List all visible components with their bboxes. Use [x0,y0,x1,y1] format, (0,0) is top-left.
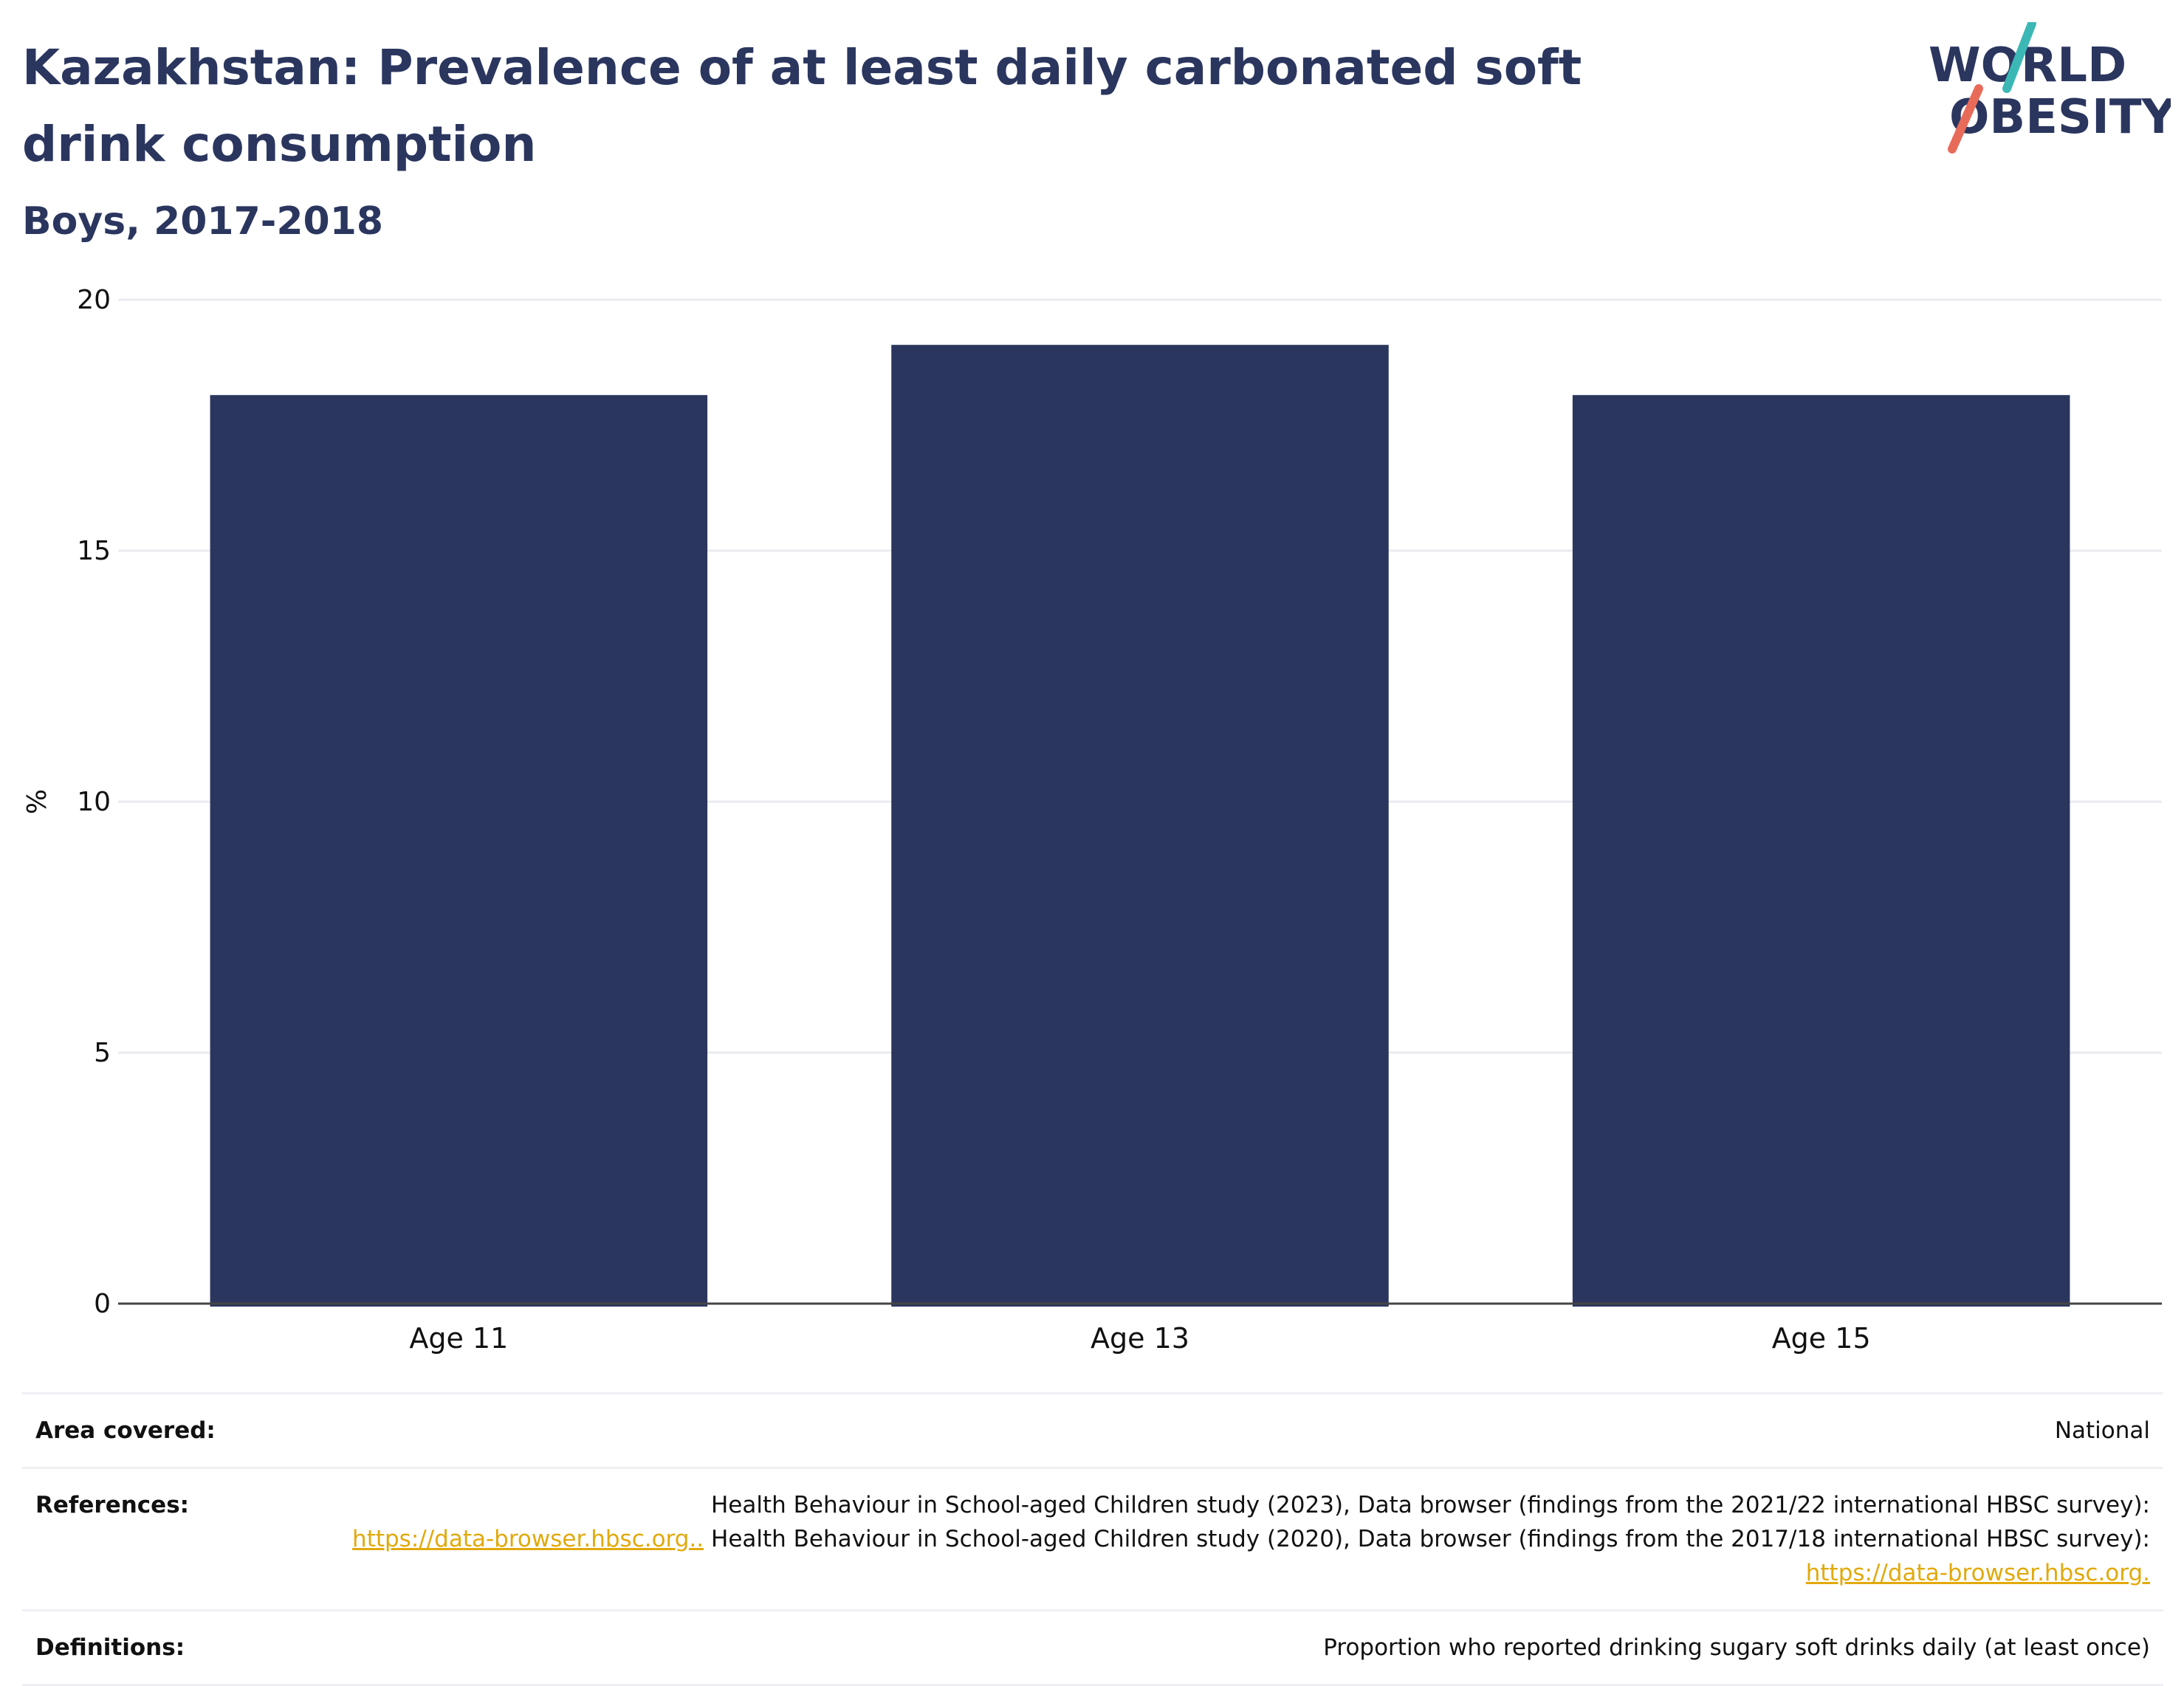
x-tick-label: Age 15 [1772,1322,1871,1355]
world-obesity-logo: WORLD OBESITY [1929,22,2171,154]
bar-age-11 [210,395,708,1307]
logo-line2: OBESITY [1949,90,2171,145]
references-value: Health Behaviour in School-aged Children… [346,1488,2150,1590]
chart-title: Kazakhstan: Prevalence of at least daily… [22,39,1582,173]
x-tick-label: Age 13 [1091,1322,1189,1355]
bar-age-13 [891,345,1389,1307]
references-row: References: Health Behaviour in School-a… [22,1467,2163,1609]
chart-subtitle: Boys, 2017-2018 [22,199,384,244]
definitions-value: Proportion who reported drinking sugary … [1323,1634,2150,1661]
reference-link-1[interactable]: https://data-browser.hbsc.org.. [352,1526,704,1552]
y-tick-label: 10 [77,787,111,817]
area-covered-value: National [2054,1417,2150,1444]
references-text-1: Health Behaviour in School-aged Children… [711,1492,2150,1518]
bar-chart: 0 5 10 15 20 Age 11 Age 13 Age 15 % [22,285,2162,1355]
y-tick-label: 20 [77,285,111,315]
logo-slash-top-icon [2002,22,2036,93]
definitions-row: Definitions: Proportion who reported dri… [22,1609,2163,1686]
x-tick-label: Age 11 [409,1322,508,1355]
area-covered-label: Area covered: [35,1417,216,1444]
area-covered-row: Area covered: National [22,1392,2163,1467]
reference-link-2[interactable]: https://data-browser.hbsc.org. [1805,1560,2150,1586]
y-tick-label: 15 [77,536,111,566]
logo-slash-bottom-icon [1948,84,1983,154]
bar-age-15 [1572,395,2070,1307]
references-label: References: [35,1492,190,1518]
definitions-label: Definitions: [35,1634,185,1661]
references-text-2: Health Behaviour in School-aged Children… [704,1526,2150,1552]
metadata-table: Area covered: National References: Healt… [22,1392,2163,1686]
y-tick-label: 0 [94,1289,111,1319]
y-axis-label: % [22,789,52,814]
logo-line1: WORLD [1929,38,2126,93]
y-tick-label: 5 [94,1038,111,1068]
